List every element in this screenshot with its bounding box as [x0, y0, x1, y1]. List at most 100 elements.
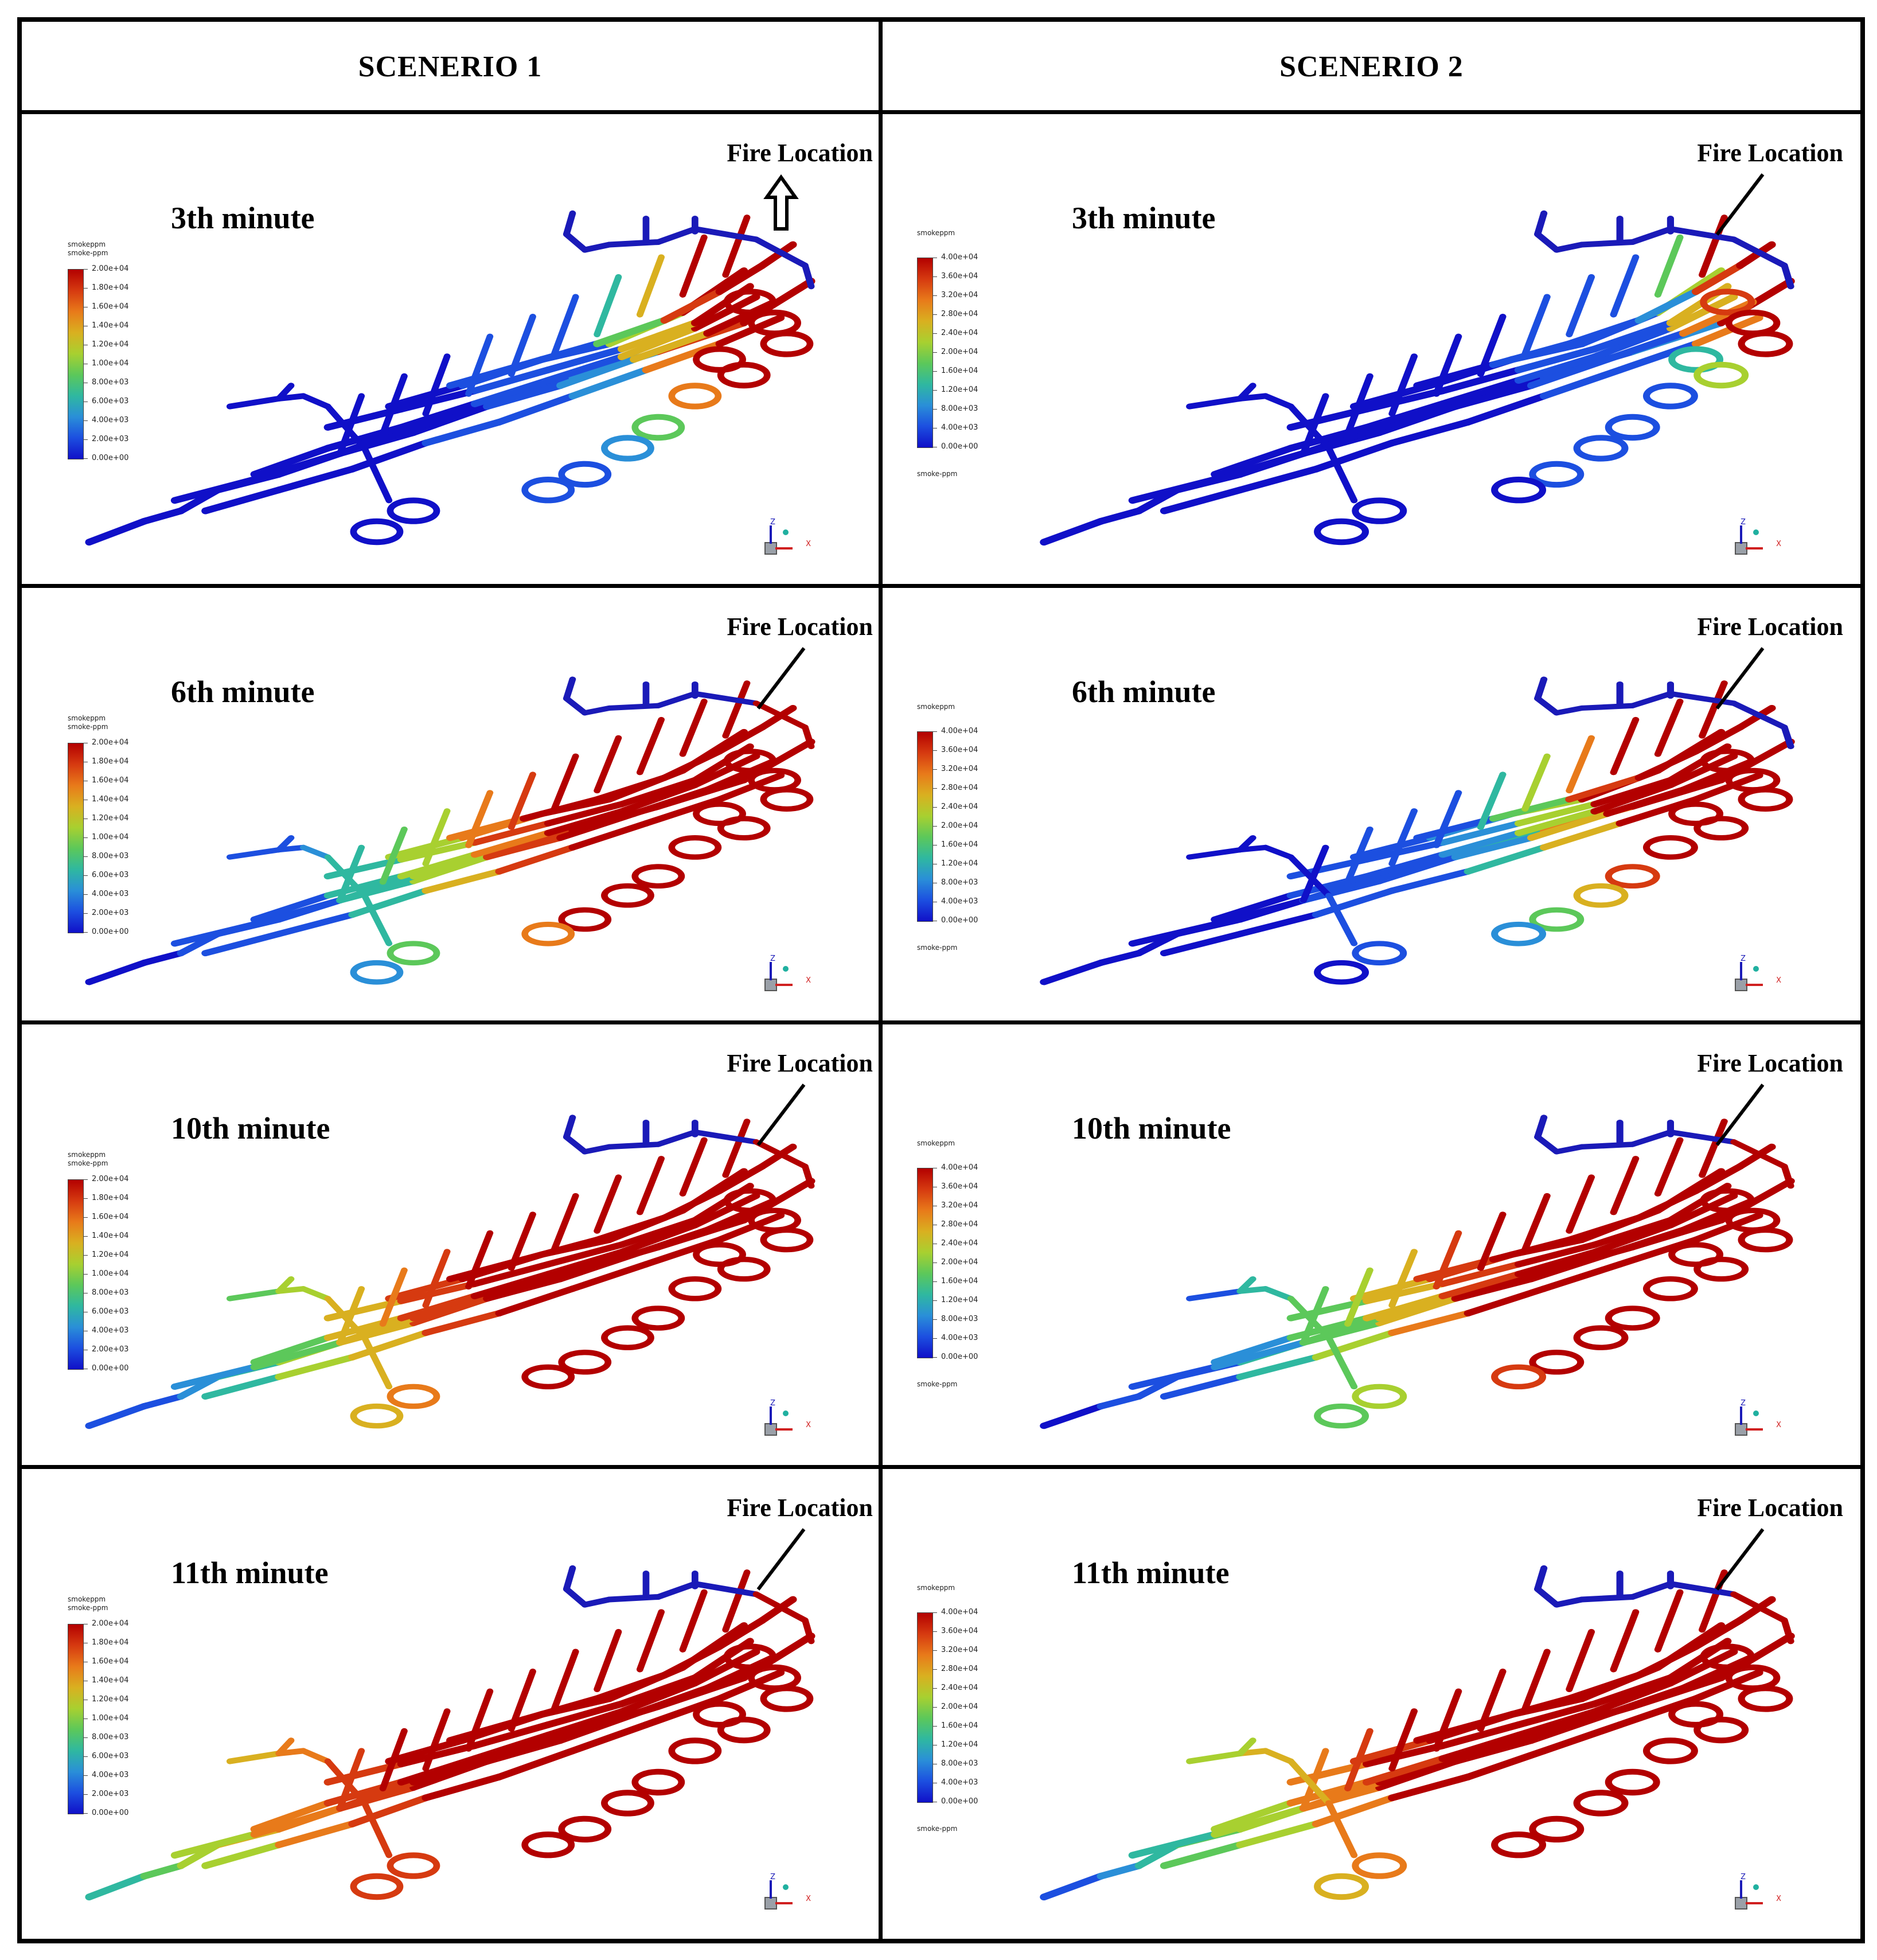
tunnel-segment: [690, 1648, 760, 1687]
tunnel-segment: [703, 1653, 779, 1692]
tunnel-segment: [1349, 1737, 1434, 1765]
tunnel-segment: [1186, 847, 1244, 860]
ramp-loop: [1491, 921, 1547, 946]
ramp-loop: [723, 1188, 777, 1213]
ramp-loop: [668, 383, 722, 410]
legend-tick-mark: [932, 769, 937, 770]
tunnel-segment: [1299, 424, 1384, 457]
tunnel-segment: [1489, 1695, 1574, 1723]
axis-z-label: Z: [1741, 954, 1746, 963]
tunnel-segment: [348, 1330, 430, 1361]
tunnel-segment: [1699, 1119, 1728, 1178]
tunnel-segment: [1438, 1732, 1523, 1762]
legend-tick-label: 1.20e+04: [92, 340, 129, 349]
tunnel-segment: [275, 383, 295, 402]
ramp-loop: [717, 1256, 771, 1282]
ramp-loop: [1573, 883, 1629, 908]
tunnel-segment: [1730, 1139, 1788, 1170]
legend-tick-mark: [83, 1737, 88, 1738]
ramp-loop: [601, 1325, 654, 1350]
legend-tick-label: 2.00e+04: [941, 1258, 978, 1267]
tunnel-segment: [660, 288, 724, 324]
legend-tick-label: 1.60e+04: [941, 1277, 978, 1285]
axis-z-label: Z: [770, 1873, 775, 1881]
ramp-loop: [717, 361, 771, 389]
tunnel-segment: [1211, 1334, 1295, 1366]
tunnel-segment: [140, 1862, 185, 1880]
tunnel-segment: [508, 771, 536, 830]
tunnel-segment: [1629, 1581, 1674, 1600]
legend-subtitle: smoke-ppm: [68, 723, 108, 731]
tunnel-segment: [250, 1334, 332, 1366]
legend-tick-mark: [83, 1775, 88, 1776]
tunnel-segment: [250, 897, 344, 928]
tunnel-segment: [563, 1134, 588, 1155]
tunnel-segment: [802, 1163, 815, 1189]
tunnel-segment: [1590, 319, 1675, 353]
tunnel-segment: [1691, 314, 1763, 348]
grid-line-right: [1860, 17, 1865, 1943]
ramp-loop: [521, 1831, 575, 1858]
tunnel-segment: [630, 330, 712, 363]
tunnel-segment: [630, 786, 712, 817]
tunnel-segment: [508, 1669, 536, 1732]
tunnel-segment: [1781, 1617, 1794, 1645]
tunnel-segment: [703, 758, 779, 793]
tunnel-segment: [679, 1589, 708, 1653]
legend-tick-label: 8.00e+03: [92, 1733, 129, 1741]
ramp-loop: [723, 1643, 777, 1670]
legend-tick-label: 8.00e+03: [941, 1315, 978, 1323]
tunnel-segment: [1534, 676, 1548, 702]
tunnel-segment: [1553, 705, 1586, 716]
axes-triad-icon: [764, 962, 793, 991]
tunnel-segment: [465, 1230, 494, 1290]
tunnel-segment: [85, 960, 149, 985]
tunnel-segment: [1300, 1286, 1329, 1346]
tunnel-segment: [715, 724, 767, 755]
legend-tick-label: 6.00e+03: [92, 1307, 129, 1316]
tunnel-segment: [1464, 392, 1548, 426]
ramp-loop: [1529, 907, 1585, 932]
tunnel-segment: [606, 1141, 662, 1150]
tunnel-segment: [630, 1226, 712, 1258]
tunnel-segment: [201, 1841, 283, 1869]
legend-tick-mark: [932, 1707, 937, 1708]
tunnel-segment: [1553, 1144, 1586, 1155]
tunnel-segment: [1433, 1230, 1462, 1290]
ramp-loop: [601, 883, 654, 908]
tunnel-segment: [1464, 1747, 1548, 1780]
legend-tick-label: 1.20e+04: [941, 1740, 978, 1749]
legend-tick-mark: [83, 875, 88, 876]
tunnel-segment: [1236, 465, 1321, 494]
tunnel-segment: [1262, 844, 1294, 860]
legend-tick-label: 4.00e+04: [941, 253, 978, 262]
tunnel-segment: [1514, 345, 1599, 373]
tunnel-segment: [1534, 1565, 1548, 1592]
legend-tick-mark: [932, 1300, 937, 1301]
tunnel-segment: [654, 691, 698, 708]
panel-scenario1-6th-minute: 6th minute Fire Location smokeppm smoke-ppm…: [22, 588, 879, 1020]
tunnel-segment: [1514, 1249, 1599, 1277]
tunnel-segment: [170, 921, 259, 947]
tunnel-segment: [1527, 1710, 1611, 1744]
tunnel-segment: [1388, 418, 1472, 447]
color-legend: smokeppm smoke-ppm 2.00e+04 1.80e+04 1.60e+0…: [68, 1595, 148, 1836]
tunnel-segment: [1040, 1403, 1105, 1429]
ramp-loop: [1529, 1350, 1585, 1375]
scenario-2-header: SCENERIO 2: [1279, 50, 1464, 83]
fire-pointer-line: [1715, 1528, 1765, 1591]
tunnel-segment: [1603, 1685, 1688, 1718]
tunnel-segment: [1477, 1669, 1507, 1732]
tunnel-segment: [1363, 1293, 1447, 1322]
tunnel-segment: [1388, 353, 1418, 417]
tunnel-segment: [1565, 1671, 1643, 1702]
tunnel-segment: [85, 1403, 149, 1429]
axis-x-label: X: [806, 540, 811, 548]
tunnel-segment: [1128, 921, 1219, 947]
color-legend: smokeppm smoke-ppm 4.00e+04 3.60e+04 3.20e+0…: [917, 1584, 997, 1833]
tunnel-segment: [397, 1280, 479, 1304]
tunnel-segment: [722, 1569, 751, 1633]
axis-x-label: X: [1776, 976, 1781, 985]
grid-line-row2: [17, 1020, 1865, 1024]
tunnel-segment: [1438, 366, 1523, 395]
